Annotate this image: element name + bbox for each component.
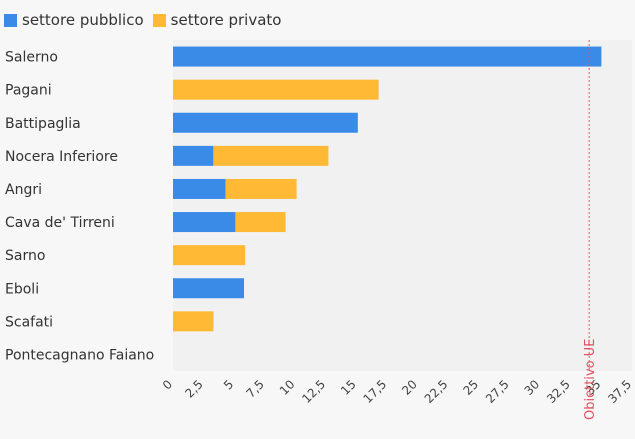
- bar-privato: [213, 145, 329, 166]
- bar-pubblico: [173, 145, 214, 166]
- category-label: Cava de' Tirreni: [5, 215, 115, 231]
- legend-label-pubblico: settore pubblico: [22, 11, 144, 29]
- x-tick-label: 22,5: [422, 377, 451, 406]
- bar-pubblico: [173, 212, 236, 233]
- bar-pubblico: [173, 112, 358, 133]
- x-tick-label: 2,5: [182, 377, 205, 400]
- bar-pubblico: [173, 178, 226, 199]
- bar-pubblico: [173, 278, 244, 299]
- x-tick-label: 0: [160, 377, 175, 392]
- x-tick-label: 7,5: [244, 377, 267, 400]
- x-tick-label: 12,5: [299, 377, 328, 406]
- x-tick-label: 37,5: [605, 377, 634, 406]
- x-tick-label: 32,5: [544, 377, 573, 406]
- legend-item-privato[interactable]: settore privato: [152, 11, 282, 29]
- category-label: Sarno: [5, 248, 45, 264]
- target-label: Obiettivo UE: [583, 339, 598, 420]
- bar-privato: [225, 178, 297, 199]
- category-label: Scafati: [5, 314, 53, 330]
- category-label: Nocera Inferiore: [5, 149, 118, 165]
- x-tick-label: 27,5: [483, 377, 512, 406]
- x-tick-label: 5: [221, 377, 236, 392]
- legend: settore pubblico settore privato: [4, 11, 290, 29]
- legend-item-pubblico[interactable]: settore pubblico: [4, 11, 144, 29]
- category-label: Pagani: [5, 83, 52, 99]
- x-tick-label: 10: [277, 377, 298, 398]
- x-tick-label: 15: [338, 377, 359, 398]
- bar-privato: [173, 245, 246, 266]
- category-label: Pontecagnano Faiano: [5, 347, 154, 363]
- legend-swatch-privato: [152, 13, 166, 27]
- category-label: Salerno: [5, 50, 58, 66]
- bar-privato: [173, 311, 214, 332]
- bar-privato: [235, 212, 286, 233]
- legend-label-privato: settore privato: [170, 11, 282, 29]
- bar-privato: [173, 79, 379, 100]
- category-label: Eboli: [5, 281, 39, 297]
- legend-swatch-pubblico: [4, 13, 17, 27]
- category-label: Battipaglia: [5, 116, 81, 132]
- x-tick-label: 25: [460, 377, 481, 398]
- bar-pubblico: [173, 46, 602, 67]
- x-tick-label: 20: [399, 377, 420, 398]
- x-tick-label: 17,5: [361, 377, 390, 406]
- x-tick-label: 30: [522, 377, 543, 398]
- category-label: Angri: [5, 182, 42, 198]
